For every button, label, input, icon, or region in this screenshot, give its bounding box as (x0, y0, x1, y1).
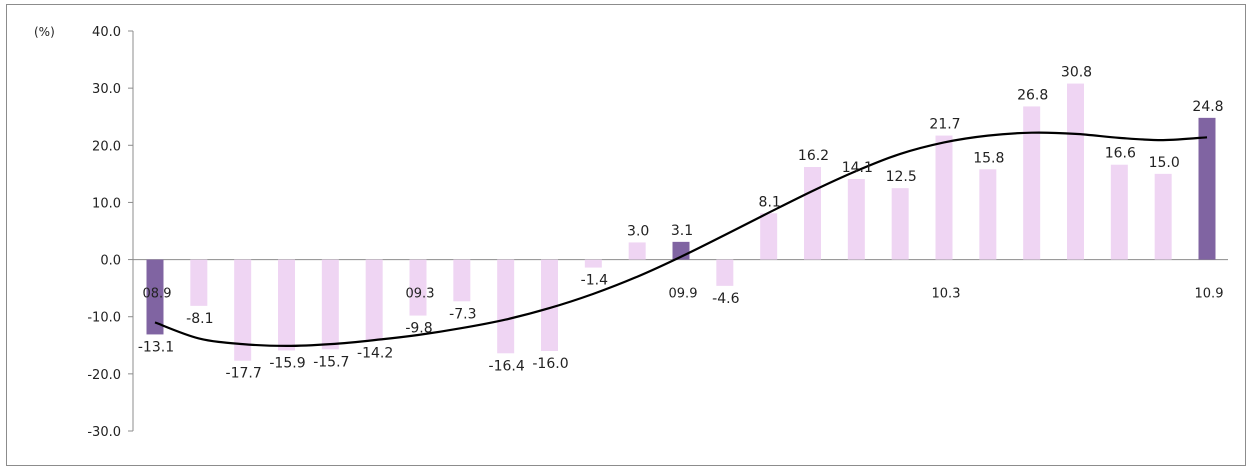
data-label: 24.8 (1192, 99, 1223, 115)
data-label: -15.7 (313, 354, 349, 370)
y-unit-label: (%) (34, 25, 55, 39)
y-tick-label: 30.0 (92, 82, 121, 97)
bar (409, 259, 427, 316)
bar (1154, 173, 1172, 260)
bar (541, 259, 558, 351)
x-tick-label: 10.3 (932, 287, 961, 302)
data-label: 3.0 (627, 223, 649, 239)
data-label: -17.7 (226, 366, 262, 382)
bar (716, 259, 734, 286)
x-tick-label: 09.9 (669, 287, 698, 302)
y-tick-label: 40.0 (92, 25, 121, 40)
trend-line (154, 131, 1208, 348)
y-tick-label: -30.0 (87, 425, 121, 440)
bar (1067, 83, 1084, 260)
data-label: -13.1 (138, 339, 174, 355)
bar (1110, 164, 1128, 260)
x-tick-label: 10.9 (1195, 287, 1224, 302)
bar (190, 259, 208, 306)
bar (365, 259, 383, 341)
bar (453, 259, 471, 302)
bar (760, 213, 778, 260)
data-label: -14.2 (357, 346, 393, 362)
y-tick-label: -10.0 (87, 311, 121, 326)
bar (804, 167, 821, 260)
data-label: 26.8 (1017, 87, 1048, 103)
data-label: -1.4 (581, 273, 608, 289)
bar (891, 188, 909, 260)
bar (497, 259, 515, 354)
data-label: -16.4 (489, 358, 525, 374)
y-tick-label: 0.0 (100, 254, 121, 269)
bar (935, 135, 953, 260)
bar-highlight (1198, 117, 1216, 260)
data-label: 3.1 (671, 223, 693, 239)
data-label: -7.3 (449, 306, 476, 322)
data-label: 16.2 (798, 148, 829, 164)
x-tick-label: 09.3 (406, 287, 435, 302)
y-tick-label: 10.0 (92, 196, 121, 211)
data-label: -15.9 (269, 355, 305, 371)
y-tick-label: 20.0 (92, 139, 121, 154)
y-tick-label: -20.0 (87, 368, 121, 383)
bar (584, 259, 602, 268)
data-label: 15.0 (1149, 155, 1180, 171)
data-label: -16.0 (532, 356, 568, 372)
data-label: -4.6 (712, 291, 739, 307)
bar (234, 259, 252, 361)
bar (847, 179, 865, 260)
data-label: 15.8 (973, 150, 1004, 166)
data-label: 12.5 (886, 169, 917, 185)
data-label: 16.6 (1105, 146, 1136, 162)
data-label: 30.8 (1061, 65, 1092, 81)
data-label: 14.1 (842, 160, 873, 176)
bar (321, 259, 339, 350)
data-label: -9.8 (405, 321, 432, 337)
bar-highlight (146, 259, 164, 335)
x-tick-label: 08.9 (143, 287, 172, 302)
data-label: -8.1 (186, 311, 213, 327)
bar (278, 259, 295, 351)
bar (979, 169, 997, 260)
bar (1023, 106, 1041, 260)
bar (628, 242, 646, 260)
data-label: 21.7 (929, 117, 960, 133)
data-label: 8.1 (759, 194, 781, 210)
